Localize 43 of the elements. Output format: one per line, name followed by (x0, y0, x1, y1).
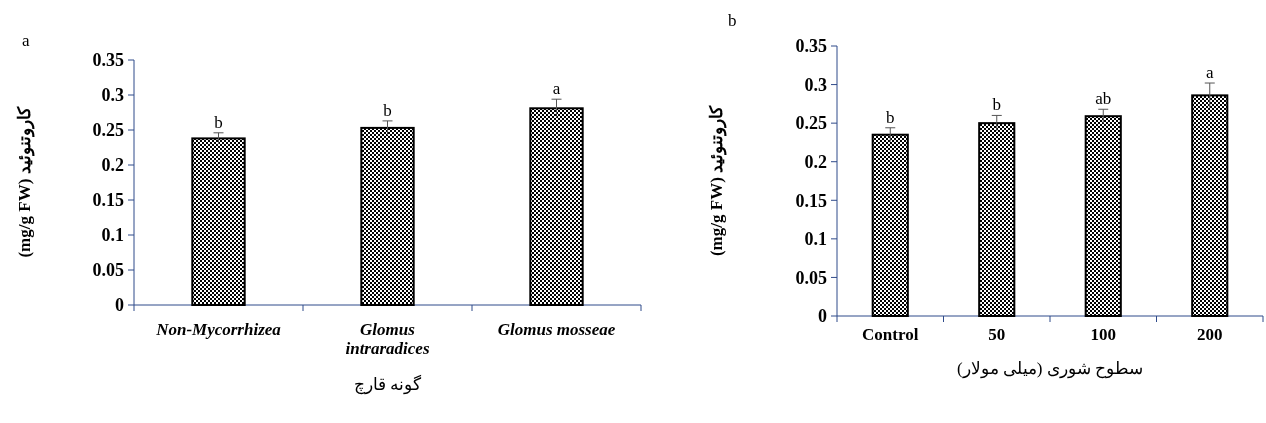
y-tick-label: 0.3 (804, 74, 827, 95)
bar (1191, 94, 1229, 317)
y-tick-label: 0.35 (795, 36, 827, 57)
y-tick-label: 0.1 (101, 225, 124, 246)
y-axis-title: (mg/g FW) کاروتنوئید (707, 104, 727, 257)
x-axis-title: گونه قارچ (353, 374, 423, 395)
y-tick-label: 0.05 (795, 267, 827, 288)
x-tick-label: Glomus mosseae (497, 320, 616, 339)
y-tick-label: 0.05 (92, 260, 124, 281)
bar (871, 133, 909, 317)
x-tick-label: 50 (988, 325, 1006, 344)
y-tick-label: 0.35 (92, 50, 124, 71)
y-tick-label: 0.1 (804, 229, 827, 250)
annotation: ab (1095, 89, 1112, 109)
chart-title: a (22, 31, 30, 50)
y-tick-label: 0.25 (92, 120, 124, 141)
y-axis-title: (mg/g FW) کاروتنوئید (15, 106, 35, 258)
x-tick-label: Control (862, 325, 919, 344)
y-tick-label: 0 (818, 306, 827, 327)
y-tick-label: 0.3 (101, 85, 124, 106)
bar (529, 107, 584, 306)
y-tick-label: 0.2 (804, 152, 827, 173)
chart-title: b (728, 11, 737, 30)
x-tick-label: Glomus intraradices (345, 320, 430, 358)
y-tick-label: 0.15 (795, 190, 827, 211)
x-axis-title: سطوح شوری (میلی مولار) (956, 359, 1144, 379)
y-tick-label: 0.15 (92, 190, 124, 211)
x-tick-label: 100 (1090, 325, 1116, 344)
y-tick-label: 0.2 (101, 155, 124, 176)
y-tick-label: 0.25 (795, 113, 827, 134)
x-tick-label: Non-Mycorrhizea (155, 320, 282, 339)
y-tick-label: 0 (115, 295, 124, 316)
annotation: b (992, 95, 1001, 115)
annotation: a (1205, 63, 1214, 83)
bar (191, 137, 246, 306)
bar (978, 122, 1016, 317)
annotation: a (552, 79, 561, 99)
annotation: b (383, 100, 392, 120)
annotation: b (214, 112, 223, 132)
bar (1084, 115, 1122, 317)
bar (360, 126, 415, 306)
x-tick-label: 200 (1197, 325, 1223, 344)
annotation: b (886, 107, 895, 127)
